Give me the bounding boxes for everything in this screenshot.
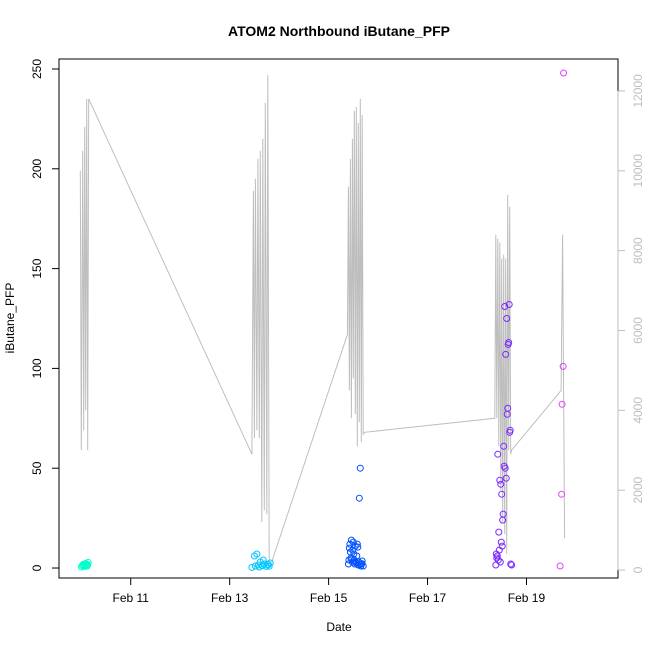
- data-point: [503, 410, 511, 418]
- x-tick-label: Feb 17: [409, 591, 447, 605]
- points-layer: [77, 69, 568, 571]
- data-point: [496, 476, 504, 484]
- data-point: [496, 558, 504, 566]
- y-tick-label: 250: [30, 59, 44, 79]
- x-tick-label: Feb 13: [211, 591, 249, 605]
- y-tick-label: 50: [30, 461, 44, 475]
- grey-line-path: [79, 74, 566, 563]
- data-point: [499, 510, 507, 518]
- x-tick-label: Feb 19: [508, 591, 546, 605]
- data-point: [83, 560, 91, 568]
- data-point: [353, 540, 361, 548]
- data-point: [345, 556, 353, 564]
- data-point: [498, 490, 506, 498]
- data-point: [558, 490, 566, 498]
- data-point: [346, 540, 354, 548]
- data-point: [255, 563, 263, 571]
- data-point: [506, 426, 514, 434]
- y-tick-label: 0: [30, 564, 44, 571]
- data-point: [350, 550, 358, 558]
- data-point: [497, 480, 505, 488]
- data-point: [259, 556, 267, 564]
- data-point: [358, 560, 366, 568]
- data-point: [494, 556, 502, 564]
- data-point: [494, 450, 502, 458]
- y2-tick-label: 10000: [631, 154, 645, 188]
- data-point: [248, 563, 256, 571]
- data-point: [500, 462, 508, 470]
- plot-frame: [58, 58, 619, 579]
- y-tick-label: 200: [30, 158, 44, 178]
- data-point: [505, 301, 513, 308]
- data-point: [502, 474, 510, 482]
- data-point: [251, 562, 259, 570]
- data-point: [502, 350, 510, 358]
- data-point: [500, 442, 508, 450]
- data-point: [354, 543, 362, 551]
- data-point: [495, 528, 503, 536]
- axes-layer: Feb 11 Feb 13 Feb 15 Feb 17 Feb 19 0 50 100 150 2…: [30, 59, 645, 605]
- data-point: [356, 464, 364, 472]
- data-point: [253, 550, 261, 558]
- y2-tick-label: 6000: [631, 317, 645, 344]
- chart-title: ATOM2 Northbound iButane_PFP: [228, 23, 450, 39]
- x-axis-label: Date: [326, 620, 352, 634]
- data-point: [349, 546, 357, 554]
- data-point: [355, 494, 363, 502]
- y-axis-label: iButane_PFP: [3, 283, 17, 354]
- y2-tick-label: 2000: [631, 476, 645, 503]
- data-point: [556, 562, 564, 570]
- data-point: [351, 560, 359, 568]
- data-point: [501, 303, 509, 310]
- data-point: [84, 561, 92, 569]
- x-tick-label: Feb 11: [112, 591, 149, 605]
- y2-tick-label: 8000: [631, 237, 645, 264]
- grey-line-series: [79, 74, 566, 563]
- x-tick-label: Feb 15: [310, 591, 348, 605]
- y2-tick-label: 0: [631, 566, 645, 573]
- data-point: [558, 400, 566, 408]
- data-point: [265, 562, 273, 570]
- data-point: [508, 561, 516, 569]
- data-point: [503, 315, 511, 322]
- data-point: [559, 362, 567, 370]
- data-point: [498, 542, 506, 550]
- y2-tick-label: 12000: [631, 74, 645, 108]
- y-tick-label: 100: [30, 358, 44, 378]
- y-tick-label: 150: [30, 258, 44, 278]
- data-point: [497, 538, 505, 546]
- data-point: [263, 560, 271, 568]
- data-point: [347, 536, 355, 544]
- data-point: [492, 550, 500, 558]
- data-point: [507, 560, 515, 568]
- data-point: [504, 340, 512, 348]
- data-point: [349, 538, 357, 546]
- data-point: [345, 544, 353, 552]
- y2-tick-label: 4000: [631, 397, 645, 424]
- data-point: [560, 69, 568, 77]
